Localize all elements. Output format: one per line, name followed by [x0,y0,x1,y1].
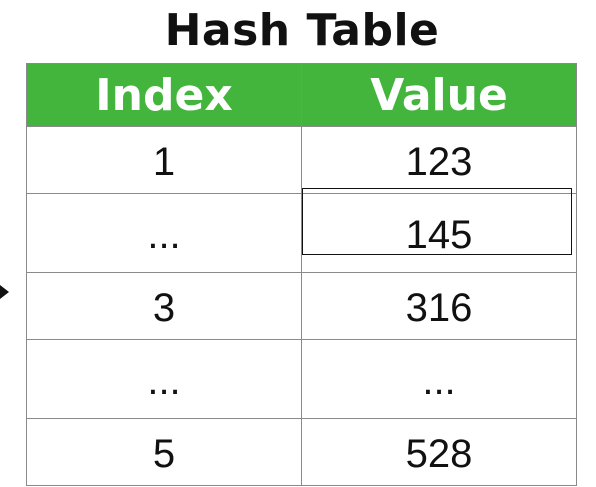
diagram-title: Hash Table [164,5,440,56]
index-cell: ... [26,339,302,419]
index-cell: 5 [26,418,302,486]
value-cell: ... [301,339,577,419]
table-row: ... ... [26,339,577,419]
index-cell: ... [26,193,302,273]
value-cell: 145 [301,193,577,273]
table-row: 3 316 [26,272,577,340]
value-cell: 528 [301,418,577,486]
pointer-arrow-icon [0,285,9,299]
value-cell: 123 [301,126,577,194]
column-header-index: Index [26,63,302,127]
index-cell: 1 [26,126,302,194]
table-row: 5 528 [26,418,577,486]
table-row: ... 145 [26,193,577,273]
column-header-value: Value [301,63,577,127]
table-row: 1 123 [26,126,577,194]
value-cell: 316 [301,272,577,340]
table-header-row: Index Value [26,63,577,127]
index-cell: 3 [26,272,302,340]
hash-table: Index Value 1 123 ... 145 3 316 ... ... … [26,63,577,486]
